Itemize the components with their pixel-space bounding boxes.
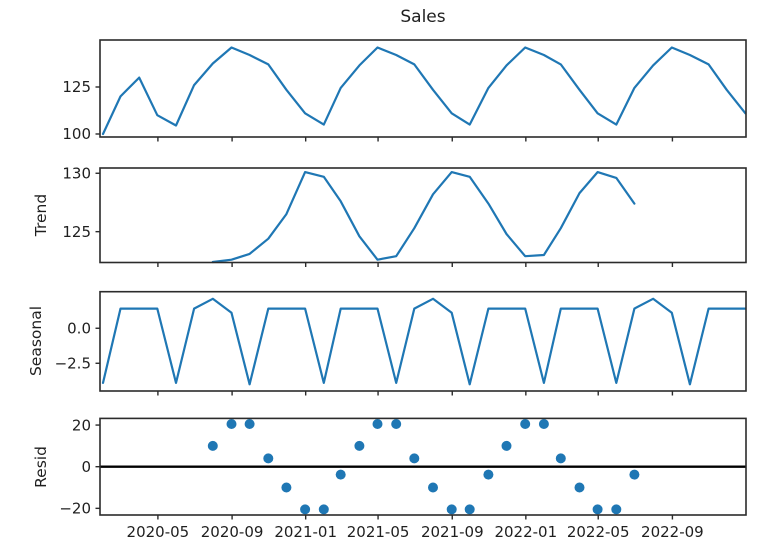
resid-point [354,440,365,451]
x-tick-label: 2022-05 [567,523,630,541]
panel-trend: 130 125 [62,164,747,267]
x-tick-label: 2021-09 [421,523,484,541]
resid-point [409,453,420,464]
panel-resid: 20 0 −20 [59,416,747,520]
x-tick-label: 2021-05 [347,523,410,541]
resid-point [611,504,622,515]
resid-point [318,504,329,515]
resid-point [428,482,438,493]
resid-point [446,504,457,515]
resid-point [483,469,494,480]
resid-point [226,419,237,429]
resid-point [574,482,585,493]
x-tick-label: 2022-01 [494,523,557,541]
resid-point [244,419,255,429]
panel-border [99,167,747,264]
x-tick-label: 2022-09 [641,523,704,541]
x-tick-label: 2020-09 [201,523,264,541]
y-tick-label: 100 [62,125,91,143]
y-tick-label: 0.0 [67,319,91,337]
y-tick-label: −20 [59,500,91,518]
panel-observed: 125 100 [62,39,747,143]
panel-border [99,39,747,138]
seasonal-line [101,297,747,386]
resid-point [335,469,346,480]
resid-point [372,419,383,429]
resid-point [629,469,640,480]
panel-border [99,417,747,516]
y-tick-label: 0 [81,458,91,476]
x-tick-label: 2021-01 [274,523,337,541]
resid-point [281,482,292,493]
resid-point [300,504,311,515]
resid-point [592,504,603,515]
resid-point [555,453,566,464]
resid-point [538,419,549,429]
resid-point [501,440,512,451]
chart-title: Sales [400,7,446,27]
resid-point [391,419,402,429]
resid-point [464,504,475,515]
panel-seasonal: 0.0 −2.5 [55,290,747,396]
y-tick-label: 20 [72,416,91,434]
resid-point [263,453,274,464]
trend-line [211,171,636,264]
observed-line [101,46,747,136]
resid-point [520,419,531,429]
y-tick-label: −2.5 [55,354,91,372]
resid-point [207,440,218,451]
y-tick-label: 130 [62,164,91,182]
x-tick-label: 2020-05 [127,523,190,541]
y-tick-label: 125 [62,223,91,241]
panel-border [99,290,747,392]
y-tick-label: 125 [62,78,91,96]
